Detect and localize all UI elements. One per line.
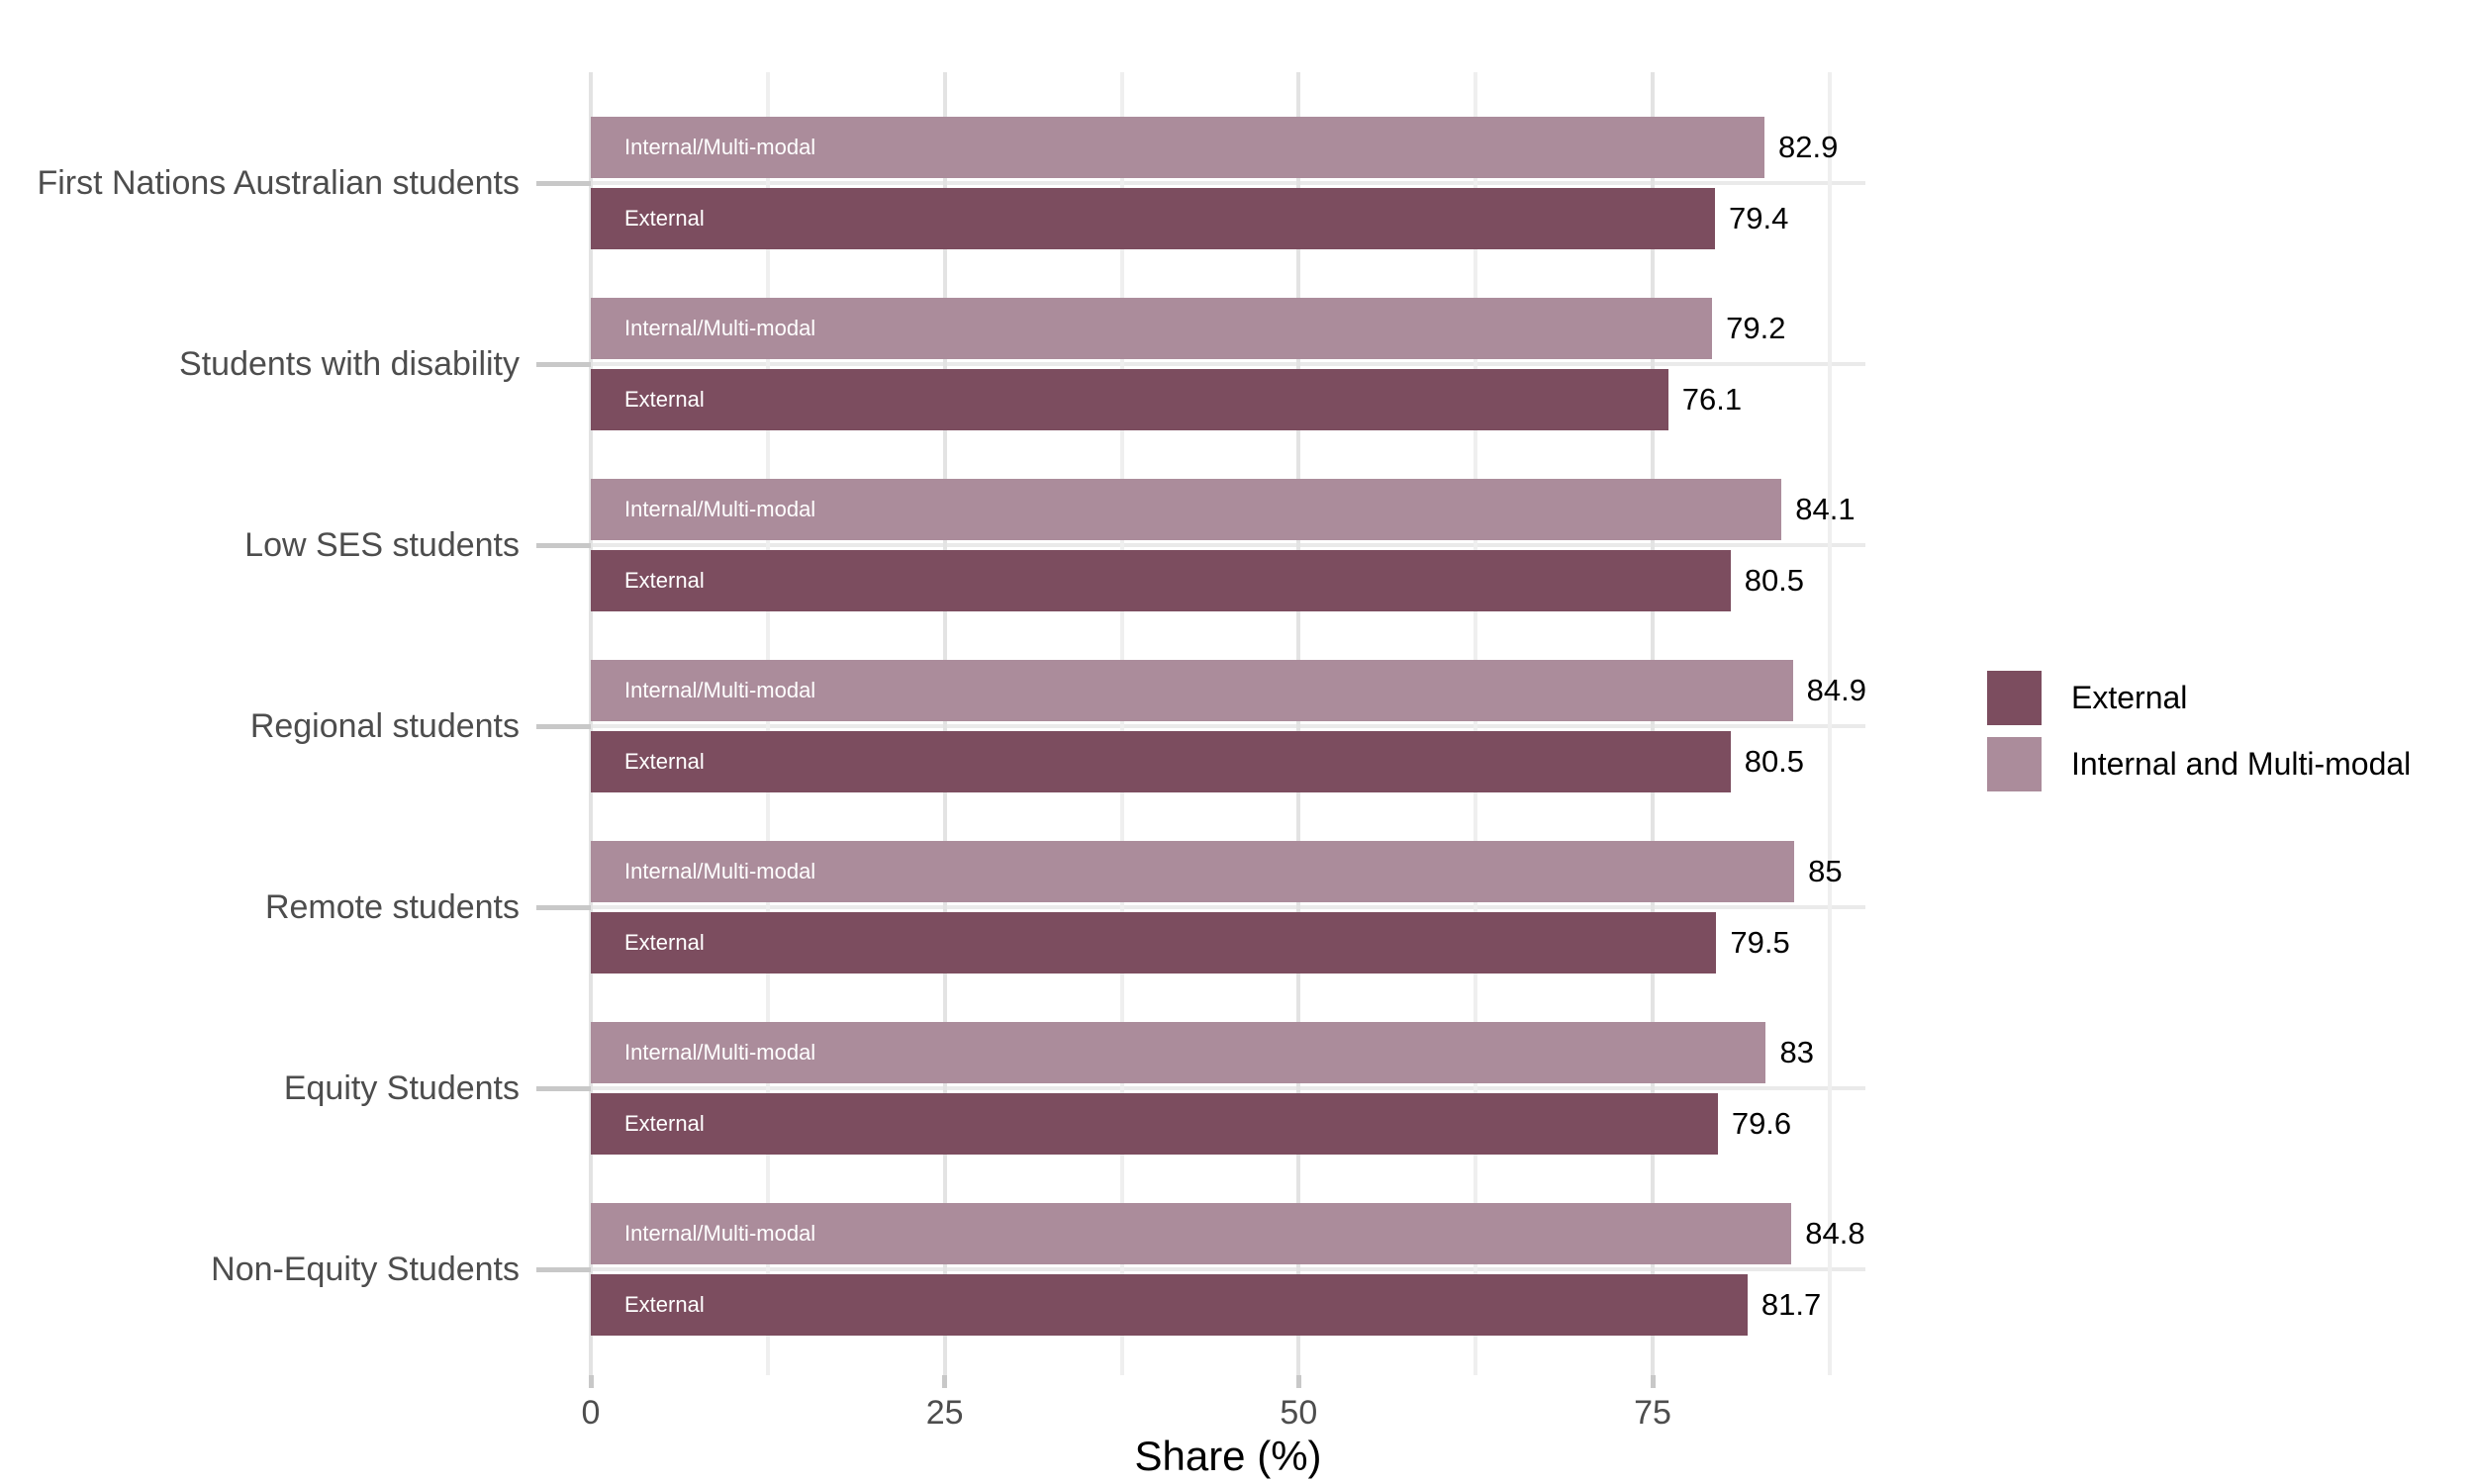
bar-value-label: 80.5 [1744,744,1805,779]
bar-inner-label: External [624,749,705,774]
bar-value-label: 79.6 [1731,1106,1792,1141]
grid-major-vertical [942,72,947,1375]
x-axis-title: Share (%) [1134,1433,1322,1479]
grid-major-vertical [589,72,593,1375]
bar-value-label: 79.4 [1728,201,1789,235]
y-axis-tick [536,180,591,186]
legend-label-external: External [2071,680,2188,715]
grid-horizontal [591,1086,1865,1090]
bar-inner-label: External [624,206,705,231]
bar-external: External [591,1274,1748,1336]
bar-inner-label: External [624,1292,705,1317]
bar-inner-label: Internal/Multi-modal [624,135,816,159]
x-tick-label: 0 [581,1394,601,1432]
category-label: Non-Equity Students [211,1251,520,1288]
bar-inner-label: Internal/Multi-modal [624,678,816,702]
bar-inner-label: External [624,930,705,955]
legend-item-internal: Internal and Multi-modal [1987,737,2411,791]
category-label: Regional students [249,707,520,745]
bar-inner-label: Internal/Multi-modal [624,859,816,883]
bar-value-label: 81.7 [1760,1287,1822,1322]
category-label: Low SES students [244,526,520,564]
x-axis-tick [588,1375,594,1388]
grid-horizontal [591,724,1865,728]
bar-inner-label: External [624,387,705,412]
x-axis-tick [1295,1375,1301,1388]
grid-horizontal [591,905,1865,909]
bar-value-label: 83 [1779,1035,1814,1069]
bar-external: External [591,369,1668,430]
bar-inner-label: Internal/Multi-modal [624,497,816,521]
bar-value-label: 79.2 [1726,311,1786,345]
x-axis-tick [942,1375,948,1388]
grid-major-vertical [1296,72,1301,1375]
bar-external: External [591,1093,1718,1155]
grid-minor-vertical [765,72,770,1375]
bar-internal: Internal/Multi-modal [591,479,1782,540]
grid-minor-vertical [1827,72,1832,1375]
grid-horizontal [591,1267,1865,1271]
category-label: Equity Students [283,1069,520,1107]
y-axis-tick [536,1085,591,1091]
y-axis-tick [536,723,591,729]
category-label: Remote students [264,888,520,926]
bar-value-label: 84.8 [1805,1216,1865,1251]
grid-minor-vertical [1474,72,1478,1375]
y-axis-tick [536,1266,591,1272]
bar-value-label: 84.9 [1806,673,1866,707]
bar-value-label: 76.1 [1681,382,1743,417]
y-axis-tick [536,542,591,548]
bar-external: External [591,550,1731,611]
bar-inner-label: Internal/Multi-modal [624,316,816,340]
bar-internal: Internal/Multi-modal [591,841,1795,902]
x-tick-label: 75 [1634,1394,1671,1432]
legend-swatch-internal [1987,737,2042,791]
bar-external: External [591,912,1717,974]
bar-value-label: 84.1 [1795,492,1856,526]
x-axis-tick [1650,1375,1656,1388]
bar-internal: Internal/Multi-modal [591,1203,1792,1264]
grid-horizontal [591,543,1865,547]
grid-major-vertical [1651,72,1656,1375]
grid-horizontal [591,181,1865,185]
legend-item-external: External [1987,671,2411,725]
category-label: First Nations Australian students [37,164,520,202]
bar-inner-label: Internal/Multi-modal [624,1040,816,1065]
y-axis-tick [536,904,591,910]
grid-horizontal [591,362,1865,366]
bar-inner-label: External [624,568,705,593]
bar-value-label: 79.5 [1730,925,1790,960]
y-axis-tick [536,361,591,367]
bar-internal: Internal/Multi-modal [591,117,1765,178]
legend: External Internal and Multi-modal [1987,671,2411,803]
bar-internal: Internal/Multi-modal [591,298,1713,359]
bar-internal: Internal/Multi-modal [591,1022,1766,1083]
category-label: Students with disability [179,345,520,383]
bar-inner-label: Internal/Multi-modal [624,1221,816,1246]
bar-external: External [591,731,1731,792]
bar-external: External [591,188,1715,249]
bar-value-label: 80.5 [1744,563,1805,598]
grid-minor-vertical [1119,72,1124,1375]
legend-label-internal: Internal and Multi-modal [2071,746,2412,782]
bar-inner-label: External [624,1111,705,1136]
bar-internal: Internal/Multi-modal [591,660,1793,721]
x-tick-label: 25 [925,1394,964,1432]
bar-value-label: 85 [1808,854,1843,888]
x-tick-label: 50 [1280,1394,1318,1432]
legend-swatch-external [1987,671,2042,725]
bar-value-label: 82.9 [1778,130,1839,164]
